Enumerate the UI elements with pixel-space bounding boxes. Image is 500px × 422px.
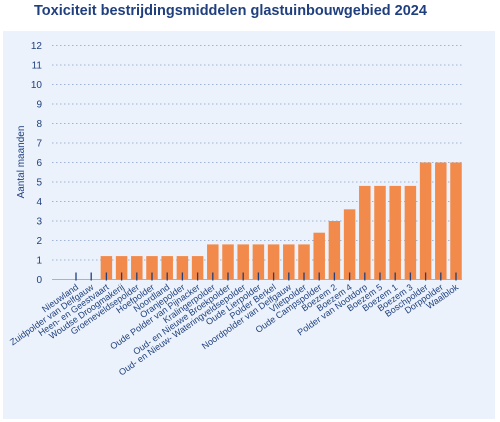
- category-markers: [75, 272, 457, 281]
- y-tick-label: 8: [36, 119, 42, 130]
- bar: [176, 256, 189, 280]
- bar: [313, 232, 325, 280]
- y-tick-label: 10: [31, 80, 43, 91]
- bar: [328, 221, 341, 280]
- bar: [252, 244, 265, 280]
- bar: [267, 244, 280, 280]
- bar: [100, 256, 113, 280]
- bars: [100, 162, 462, 280]
- y-tick-label: 11: [32, 61, 43, 72]
- y-tick-label: 3: [36, 217, 42, 228]
- bar: [419, 162, 432, 280]
- bar: [191, 256, 204, 280]
- bar: [389, 185, 401, 280]
- bar: [450, 162, 462, 280]
- bar: [283, 244, 295, 280]
- bar: [115, 256, 128, 280]
- bar: [237, 244, 249, 280]
- bar: [161, 256, 173, 280]
- bar: [298, 244, 310, 280]
- bar: [343, 209, 356, 280]
- bar: [374, 185, 386, 280]
- bar: [435, 162, 447, 280]
- bar: [359, 185, 371, 280]
- bar: [207, 244, 219, 280]
- y-tick-label: 0: [36, 275, 42, 286]
- bar: [404, 185, 417, 280]
- bar: [131, 256, 143, 280]
- y-tick-label: 5: [36, 178, 42, 189]
- y-tick-label: 2: [36, 236, 42, 247]
- y-tick-label: 4: [36, 197, 42, 208]
- bar: [146, 256, 158, 280]
- y-axis-label: Aantal maanden: [16, 126, 27, 199]
- y-tick-label: 9: [36, 100, 42, 111]
- y-tick-label: 12: [31, 41, 43, 52]
- bar: [222, 244, 234, 280]
- y-tick-label: 1: [36, 256, 42, 267]
- y-tick-label: 6: [36, 158, 42, 169]
- chart-title: Toxiciteit bestrijdingsmiddelen glastuin…: [34, 3, 427, 19]
- y-tick-label: 7: [36, 139, 42, 150]
